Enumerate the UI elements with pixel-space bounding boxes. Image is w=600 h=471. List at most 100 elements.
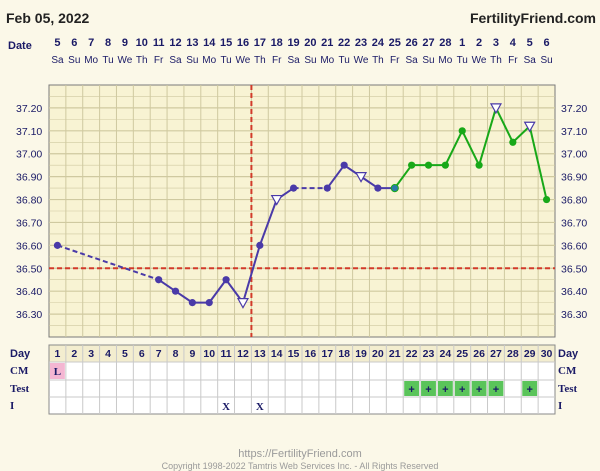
weekday-label: Fr <box>508 55 518 66</box>
date-label: 9 <box>122 37 128 49</box>
y-tick-left: 36.50 <box>16 263 42 275</box>
temp-line <box>495 107 514 143</box>
weekday-label: Su <box>186 55 198 66</box>
temp-marker <box>408 161 416 169</box>
day-number: 4 <box>105 348 111 360</box>
day-number: 22 <box>406 348 418 360</box>
date-label: 11 <box>153 37 165 49</box>
test-cell <box>454 381 470 396</box>
cm-cell <box>50 363 65 379</box>
temp-line <box>326 164 345 189</box>
temp-line <box>444 130 464 166</box>
y-tick-left: 36.80 <box>16 195 42 207</box>
weekday-label: Su <box>68 55 80 66</box>
day-number: 27 <box>490 348 502 360</box>
y-tick-right: 36.30 <box>561 309 587 321</box>
day-number: 9 <box>189 348 195 360</box>
y-tick-right: 36.40 <box>561 286 587 298</box>
weekday-label: Tu <box>102 55 113 66</box>
weekday-label: We <box>117 55 132 66</box>
temp-marker <box>188 299 196 307</box>
day-number: 1 <box>55 348 61 360</box>
day-number: 29 <box>524 348 536 360</box>
day-number: 21 <box>389 348 401 360</box>
y-tick-left: 36.30 <box>16 309 42 321</box>
weekday-label: Tu <box>339 55 350 66</box>
day-number: 23 <box>423 348 435 360</box>
weekday-label: Mo <box>202 55 216 66</box>
temp-marker <box>222 276 230 284</box>
day-number: 14 <box>271 348 283 360</box>
weekday-label: Mo <box>84 55 98 66</box>
temp-line <box>258 199 278 246</box>
test-mark: + <box>442 384 448 396</box>
day-number: 5 <box>122 348 128 360</box>
day-number: 10 <box>203 348 215 360</box>
weekday-label: We <box>236 55 251 66</box>
day-number: 12 <box>237 348 249 360</box>
day-number: 26 <box>473 348 485 360</box>
date-label: 10 <box>136 37 148 49</box>
temp-line <box>393 164 413 189</box>
temp-line <box>512 125 531 143</box>
date-label: 22 <box>338 37 350 49</box>
temp-marker <box>289 184 298 192</box>
day-row-label-right: Day <box>558 348 579 360</box>
day-number: 2 <box>71 348 77 360</box>
site-name[interactable]: FertilityFriend.com <box>469 10 596 26</box>
temp-line <box>208 279 227 304</box>
y-tick-right: 37.20 <box>561 103 587 115</box>
date-label: 26 <box>406 37 418 49</box>
weekday-label: Sa <box>169 55 182 66</box>
day-number: 20 <box>372 348 384 360</box>
weekday-label: Su <box>304 55 316 66</box>
temp-marker <box>374 184 382 192</box>
day-number: 28 <box>507 348 519 360</box>
footer-url[interactable]: https://FertilityFriend.com <box>238 448 362 460</box>
temp-line-gap <box>57 244 159 281</box>
date-label: 16 <box>237 37 249 49</box>
date-label: 3 <box>493 37 499 49</box>
weekday-label: Mo <box>438 55 452 66</box>
temp-line <box>242 245 261 303</box>
test-cell <box>488 381 504 396</box>
date-label: 12 <box>169 37 181 49</box>
date-label: 5 <box>527 37 533 49</box>
day-number: 24 <box>440 348 452 360</box>
date-label: 5 <box>54 37 60 49</box>
weekday-label: Su <box>540 55 552 66</box>
day-number: 15 <box>288 348 300 360</box>
test-mark: + <box>493 384 499 396</box>
test-row-label: Test <box>10 383 29 395</box>
day-number: 19 <box>355 348 367 360</box>
temp-line <box>528 126 548 200</box>
temp-marker <box>256 241 264 249</box>
date-label: 17 <box>254 37 266 49</box>
date-row-label: Date <box>8 40 32 52</box>
intercourse-row-label: I <box>10 400 14 412</box>
temp-marker <box>205 299 213 307</box>
weekday-label: Tu <box>220 55 231 66</box>
y-tick-right: 36.50 <box>561 263 587 275</box>
weekday-label: Th <box>490 55 502 66</box>
day-number: 13 <box>254 348 266 360</box>
y-tick-left: 36.40 <box>16 286 42 298</box>
date-label: 23 <box>355 37 367 49</box>
weekday-label: Fr <box>390 55 400 66</box>
test-row-label-right: Test <box>558 383 577 395</box>
temp-marker <box>155 276 163 284</box>
temp-marker <box>390 183 399 193</box>
date-label: 20 <box>304 37 316 49</box>
test-mark: + <box>459 384 465 396</box>
y-tick-right: 37.00 <box>561 149 587 161</box>
weekday-label: Sa <box>51 55 64 66</box>
date-label: 6 <box>71 37 77 49</box>
temp-marker <box>53 241 62 249</box>
y-tick-left: 37.20 <box>16 103 42 115</box>
test-cell <box>421 381 436 396</box>
weekday-label: Th <box>136 55 148 66</box>
day-number: 6 <box>139 348 145 360</box>
date-label: 2 <box>476 37 482 49</box>
temp-marker <box>424 161 433 169</box>
day-number: 17 <box>321 348 333 360</box>
